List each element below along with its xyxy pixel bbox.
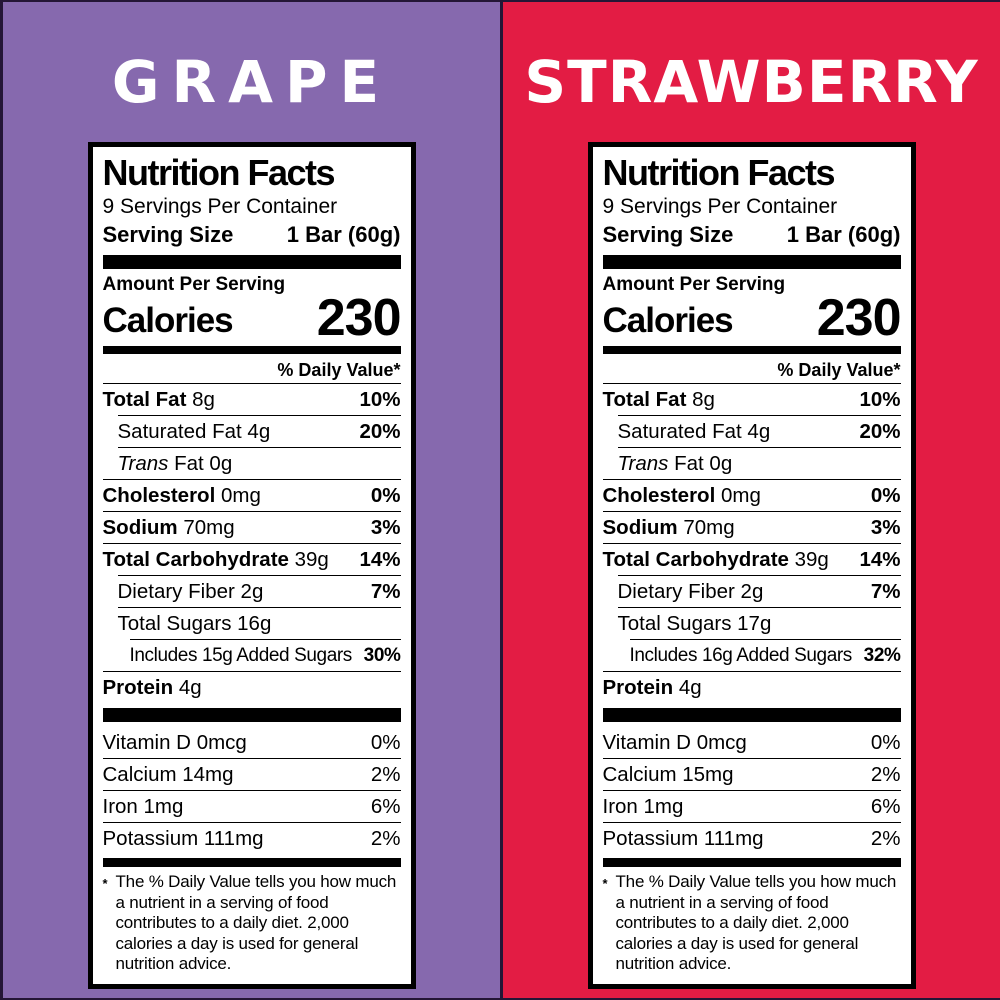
nutrient-row-added-sugars: Includes 16g Added Sugars 32% — [603, 639, 901, 671]
serving-size-label: Serving Size — [602, 222, 734, 247]
amount-per-serving: Amount Per Serving — [102, 274, 286, 295]
amount-per-serving: Amount Per Serving — [602, 274, 786, 295]
nutrient-row-saturated-fat: Saturated Fat 4g 20% — [603, 415, 901, 447]
thick-separator-bar — [102, 255, 401, 269]
flavor-panel-grape: GRAPE Nutrition Facts 9 Servings Per Con… — [3, 2, 500, 998]
calories-value: 230 — [316, 289, 402, 347]
medium-separator-bar — [102, 858, 401, 867]
serving-size-value: 1 Bar (60g) — [786, 222, 901, 247]
daily-value-header: % Daily Value* — [777, 360, 901, 380]
micronutrient-row-calcium: Calcium 14mg 2% — [102, 758, 401, 790]
flavor-panel-strawberry: STRAWBERRY Nutrition Facts 9 Servings Pe… — [503, 2, 1000, 998]
servings-per-container: 9 Servings Per Container — [102, 195, 338, 218]
footnote: * The % Daily Value tells you how much a… — [603, 872, 901, 975]
micronutrient-row-potassium: Potassium 111mg 2% — [602, 822, 901, 854]
nutrient-row-saturated-fat: Saturated Fat 4g 20% — [103, 415, 401, 447]
daily-value-header: % Daily Value* — [277, 360, 401, 380]
nutrient-row-trans-fat: Trans Fat 0g — [603, 447, 901, 479]
nutrient-row-sodium: Sodium 70mg 3% — [102, 511, 401, 543]
calories-row: Calories 230 — [602, 289, 902, 347]
calories-label: Calories — [602, 301, 734, 340]
medium-separator-bar — [602, 858, 901, 867]
micronutrient-row-iron: Iron 1mg 6% — [102, 790, 401, 822]
nutrient-row-total-fat: Total Fat 8g 10% — [102, 383, 401, 415]
label-title: Nutrition Facts — [102, 152, 336, 193]
servings-per-container: 9 Servings Per Container — [602, 195, 838, 218]
footnote-text: The % Daily Value tells you how much a n… — [115, 872, 397, 973]
footnote-text: The % Daily Value tells you how much a n… — [615, 872, 897, 973]
thick-separator-bar — [102, 708, 401, 722]
micronutrient-row-vitamin-d: Vitamin D 0mcg 0% — [102, 731, 401, 754]
nutrient-row-dietary-fiber: Dietary Fiber 2g 7% — [103, 575, 401, 607]
nutrient-row-added-sugars: Includes 15g Added Sugars 30% — [103, 639, 401, 671]
footnote-marker: * — [602, 876, 608, 891]
nutrient-row-total-sugars: Total Sugars 17g — [603, 607, 901, 639]
nutrient-row-total-fat: Total Fat 8g 10% — [602, 383, 901, 415]
nutrient-row-cholesterol: Cholesterol 0mg 0% — [602, 479, 901, 511]
medium-separator-bar — [602, 346, 901, 354]
micronutrient-row-vitamin-d: Vitamin D 0mcg 0% — [602, 731, 901, 754]
nutrient-row-protein: Protein 4g — [602, 671, 901, 703]
nutrient-row-total-sugars: Total Sugars 16g — [103, 607, 401, 639]
calories-value: 230 — [816, 289, 902, 347]
nutrient-row-cholesterol: Cholesterol 0mg 0% — [102, 479, 401, 511]
calories-row: Calories 230 — [102, 289, 402, 347]
flavor-title-grape: GRAPE — [111, 48, 392, 116]
micronutrient-row-calcium: Calcium 15mg 2% — [602, 758, 901, 790]
nutrient-row-protein: Protein 4g — [102, 671, 401, 703]
flavor-title-strawberry: STRAWBERRY — [524, 48, 979, 116]
thick-separator-bar — [602, 255, 901, 269]
serving-size-row: Serving Size 1 Bar (60g) — [103, 220, 401, 250]
serving-size-row: Serving Size 1 Bar (60g) — [603, 220, 901, 250]
serving-size-value: 1 Bar (60g) — [286, 222, 401, 247]
nutrient-row-dietary-fiber: Dietary Fiber 2g 7% — [603, 575, 901, 607]
nutrition-label-grape: Nutrition Facts 9 Servings Per Container… — [87, 142, 416, 989]
nutrient-row-trans-fat: Trans Fat 0g — [103, 447, 401, 479]
nutrition-label-strawberry: Nutrition Facts 9 Servings Per Container… — [587, 142, 916, 989]
calories-label: Calories — [102, 301, 234, 340]
footnote: * The % Daily Value tells you how much a… — [103, 872, 401, 975]
micronutrient-row-iron: Iron 1mg 6% — [602, 790, 901, 822]
medium-separator-bar — [102, 346, 401, 354]
micronutrient-row-potassium: Potassium 111mg 2% — [102, 822, 401, 854]
footnote-marker: * — [102, 876, 108, 891]
nutrient-row-total-carbohydrate: Total Carbohydrate 39g 14% — [602, 543, 901, 575]
thick-separator-bar — [602, 708, 901, 722]
label-title: Nutrition Facts — [602, 152, 836, 193]
serving-size-label: Serving Size — [102, 222, 234, 247]
nutrient-row-sodium: Sodium 70mg 3% — [602, 511, 901, 543]
nutrient-row-total-carbohydrate: Total Carbohydrate 39g 14% — [102, 543, 401, 575]
